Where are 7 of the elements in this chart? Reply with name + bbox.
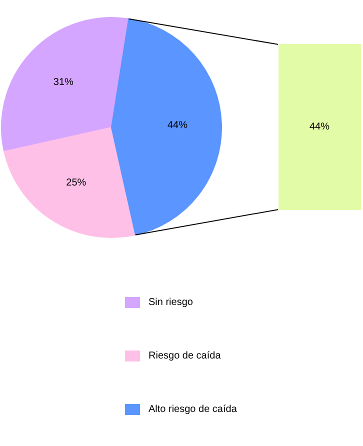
legend-label: Sin riesgo xyxy=(148,297,194,308)
data-label: 31% xyxy=(53,76,74,88)
legend-label: Riesgo de caída xyxy=(148,350,222,362)
data-label: 44% xyxy=(167,120,188,131)
legend-label: Alto riesgo de caída xyxy=(148,404,238,415)
data-label: 44% xyxy=(309,122,330,132)
data-label: 25% xyxy=(66,178,86,189)
